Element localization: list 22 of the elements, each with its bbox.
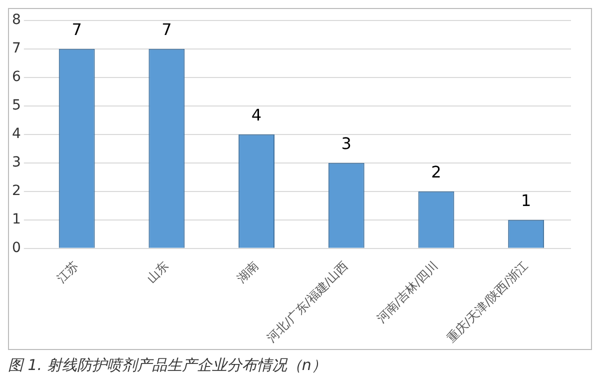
x-tick-label: 湖南 bbox=[234, 258, 261, 286]
y-tick-label: 1 bbox=[12, 212, 21, 228]
data-label: 7 bbox=[162, 20, 172, 40]
y-tick-label: 3 bbox=[12, 154, 21, 171]
y-tick-label: 2 bbox=[12, 183, 21, 200]
y-tick-label: 0 bbox=[12, 240, 21, 256]
data-label: 4 bbox=[251, 106, 262, 125]
data-label: 7 bbox=[72, 20, 82, 40]
y-tick-label: 4 bbox=[12, 126, 21, 142]
data-label: 1 bbox=[520, 191, 532, 210]
x-tick-label: 河南/吉林/四川 bbox=[374, 258, 441, 326]
y-tick-label: 6 bbox=[12, 69, 21, 86]
data-label: 3 bbox=[341, 134, 352, 154]
y-tick-label: 5 bbox=[12, 98, 21, 114]
data-label: 2 bbox=[431, 162, 442, 182]
y-tick-label: 7 bbox=[12, 40, 21, 57]
x-tick-label: 河北/广东/福建/山西 bbox=[264, 258, 351, 346]
y-tick-label: 8 bbox=[12, 12, 21, 28]
x-tick-label: 江苏 bbox=[54, 258, 82, 286]
x-tick-label: 重庆/天津/陕西/浙江 bbox=[444, 258, 530, 346]
text: 图 1. 射线防护喷剂产品生产企业分布情况（n） bbox=[8, 356, 328, 375]
x-tick-label: 山东 bbox=[144, 258, 172, 286]
